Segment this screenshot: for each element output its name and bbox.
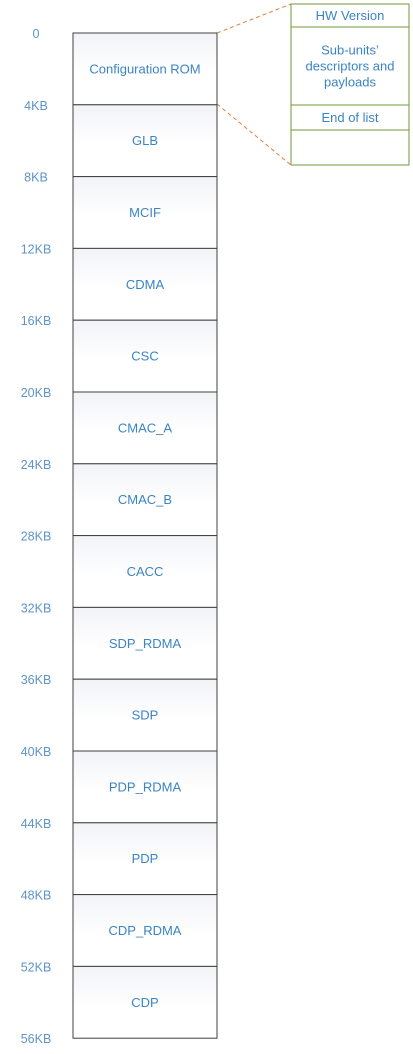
memory-block-label: CDP (131, 995, 158, 1010)
rom-detail: HW Version Sub-units’descriptors andpaylo… (290, 3, 410, 166)
offset-label-8kb: 8KB (24, 171, 48, 185)
memory-block-label: MCIF (129, 205, 161, 220)
memory-block-cdp-rdma: CDP_RDMA (72, 894, 218, 967)
memory-block-cdma: CDMA (72, 247, 218, 321)
offset-label-32kb: 32KB (21, 601, 52, 615)
memory-block-label: CMAC_B (118, 492, 172, 507)
offset-label-16kb: 16KB (21, 314, 52, 328)
offset-labels: 0 4KB 8KB 12KB 16KB 20KB 24KB 28KB 32KB 36KB 40KB 4… (21, 27, 52, 1046)
memory-block-label: CSC (131, 349, 158, 364)
memory-block-rect (72, 678, 218, 752)
memory-block-pdp-rdma: PDP_RDMA (72, 750, 218, 824)
memory-block-rect (72, 965, 218, 1039)
offset-label-36kb: 36KB (21, 673, 52, 687)
offset-label-44kb: 44KB (21, 817, 52, 831)
memory-block-rect (72, 247, 218, 321)
rom-entry-end-of-list: End of list (290, 104, 410, 131)
rom-entry-text: payloads (324, 75, 377, 90)
offset-label-4kb: 4KB (24, 99, 48, 113)
memory-block-cdp: CDP (72, 965, 218, 1039)
memory-block-label: CACC (127, 564, 164, 579)
memory-block-cacc: CACC (72, 535, 218, 608)
memory-block-configuration-rom: Configuration ROM (72, 32, 218, 106)
rom-entry-text: descriptors and (306, 59, 395, 74)
rom-entry-empty (290, 129, 410, 166)
offset-label-0: 0 (33, 27, 40, 41)
rom-entry-rect (290, 129, 410, 166)
memory-block-label: CMAC_A (118, 420, 173, 435)
rom-entry-text: HW Version (316, 8, 385, 23)
memory-block-sdp-rdma: SDP_RDMA (72, 606, 218, 680)
memory-block-rect (72, 104, 218, 178)
memory-blocks: Configuration ROM GLB MCIF CDMA CSC CMAC_A CMA… (72, 32, 218, 1039)
memory-block-cmac-a: CMAC_A (72, 391, 218, 465)
rom-entry-text: Sub-units’ (321, 43, 379, 58)
memory-block-label: CDP_RDMA (109, 923, 182, 938)
memory-block-label: PDP (132, 851, 159, 866)
connector-bottom (216, 103, 292, 166)
memory-block-rect (72, 750, 218, 824)
rom-entry-hw-version: HW Version (290, 3, 410, 28)
memory-block-rect (72, 535, 218, 608)
rom-detail-connectors (216, 3, 292, 166)
rom-entry-text: End of list (321, 110, 378, 125)
memory-block-rect (72, 391, 218, 465)
memory-block-cmac-b: CMAC_B (72, 463, 218, 537)
memory-block-mcif: MCIF (72, 176, 218, 249)
offset-label-24kb: 24KB (21, 458, 52, 472)
offset-label-56kb: 56KB (21, 1032, 52, 1046)
memory-block-rect (72, 319, 218, 393)
offset-label-28kb: 28KB (21, 530, 52, 544)
memory-block-rect (72, 894, 218, 967)
memory-block-label: CDMA (126, 277, 165, 292)
memory-block-label: Configuration ROM (89, 61, 200, 76)
rom-entry-rect (290, 26, 410, 106)
offset-label-48kb: 48KB (21, 889, 52, 903)
memory-block-sdp: SDP (72, 678, 218, 752)
connector-top (216, 3, 292, 34)
memory-block-pdp: PDP (72, 822, 218, 896)
offset-label-40kb: 40KB (21, 745, 52, 759)
memory-block-csc: CSC (72, 319, 218, 393)
memory-block-rect (72, 32, 218, 106)
memory-block-rect (72, 822, 218, 896)
memory-block-rect (72, 176, 218, 249)
offset-label-52kb: 52KB (21, 960, 52, 974)
memory-block-label: SDP (132, 708, 159, 723)
offset-label-12kb: 12KB (21, 242, 52, 256)
memory-block-label: SDP_RDMA (109, 636, 182, 651)
memory-block-label: PDP_RDMA (109, 779, 182, 794)
memory-block-label: GLB (132, 133, 158, 148)
offset-label-20kb: 20KB (21, 386, 52, 400)
memory-block-glb: GLB (72, 104, 218, 178)
rom-entry-rect (290, 104, 410, 131)
